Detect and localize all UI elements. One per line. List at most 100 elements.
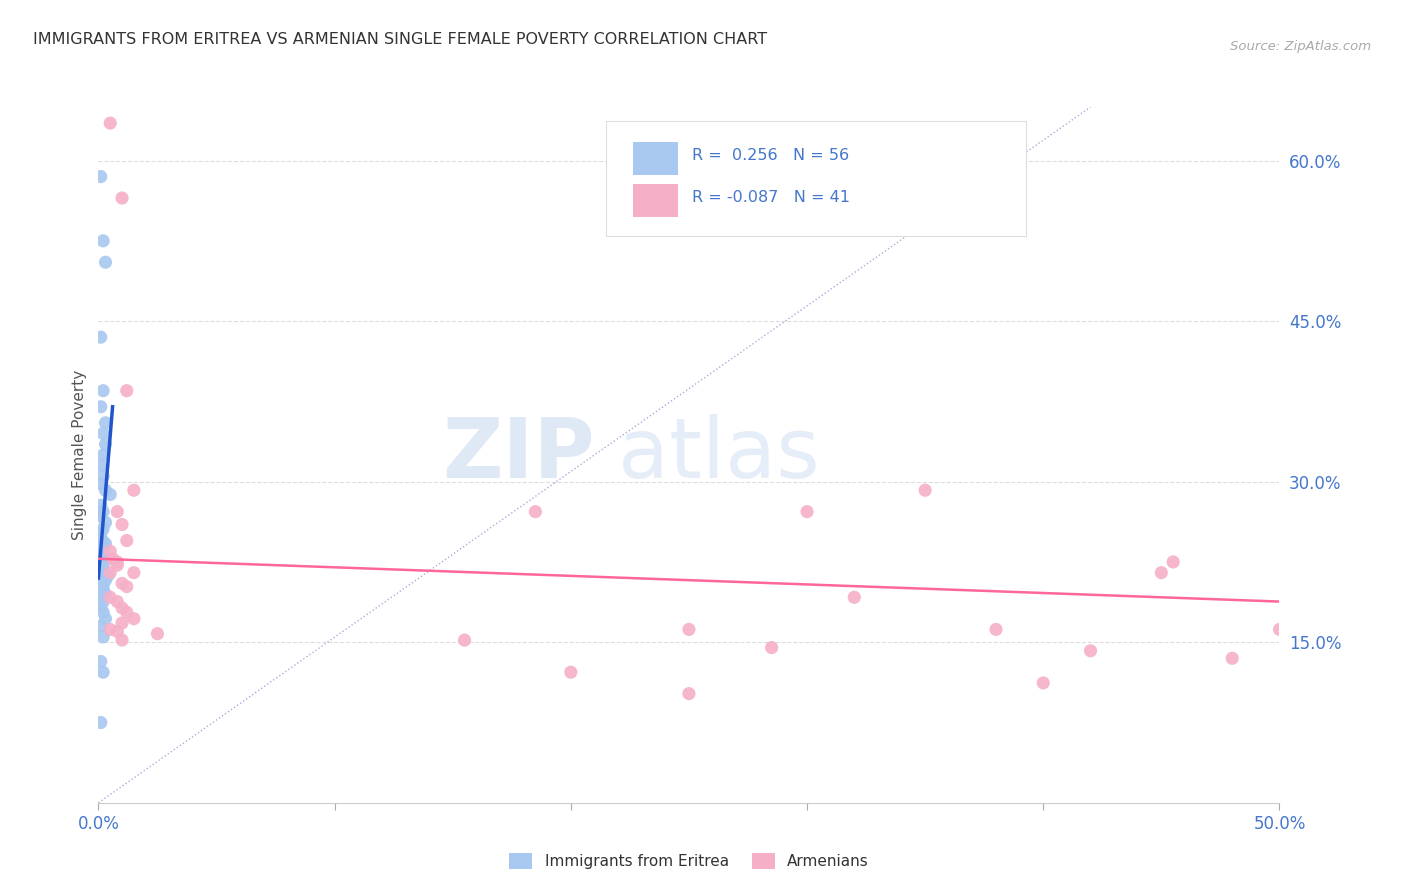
Point: [91, 448, 114, 462]
Text: IMMIGRANTS FROM ERITREA VS ARMENIAN SINGLE FEMALE POVERTY CORRELATION CHART: IMMIGRANTS FROM ERITREA VS ARMENIAN SING…: [34, 32, 768, 47]
Point: [91, 566, 114, 580]
Text: R = -0.087   N = 41: R = -0.087 N = 41: [693, 190, 851, 205]
Point: [115, 384, 138, 398]
Point: [524, 505, 547, 519]
Point: [90, 400, 112, 414]
Point: [90, 498, 112, 512]
Point: [91, 505, 114, 519]
Point: [98, 116, 121, 130]
Point: [98, 623, 121, 637]
Point: [105, 558, 128, 573]
Point: [94, 483, 117, 498]
Text: atlas: atlas: [619, 415, 820, 495]
Point: [91, 558, 114, 573]
Point: [1032, 676, 1054, 690]
Point: [94, 537, 117, 551]
Point: [90, 476, 112, 491]
Point: [94, 437, 117, 451]
Point: [1080, 644, 1102, 658]
Point: [101, 551, 124, 566]
Point: [91, 426, 114, 441]
Point: [111, 633, 134, 648]
Point: [94, 573, 117, 587]
Point: [115, 605, 138, 619]
Point: [90, 508, 112, 523]
FancyBboxPatch shape: [606, 121, 1025, 235]
Point: [796, 505, 818, 519]
Point: [761, 640, 783, 655]
Text: Source: ZipAtlas.com: Source: ZipAtlas.com: [1230, 40, 1371, 54]
Point: [94, 587, 117, 601]
Point: [115, 533, 138, 548]
Point: [122, 612, 145, 626]
Point: [90, 533, 112, 548]
Point: [90, 458, 112, 473]
Point: [844, 591, 866, 605]
Y-axis label: Single Female Poverty: Single Female Poverty: [72, 370, 87, 540]
Point: [91, 522, 114, 536]
FancyBboxPatch shape: [634, 143, 678, 175]
Point: [111, 191, 134, 205]
Point: [678, 623, 700, 637]
Point: [105, 555, 128, 569]
Point: [91, 234, 114, 248]
Point: [111, 615, 134, 630]
Point: [146, 626, 169, 640]
Point: [98, 487, 121, 501]
Text: R =  0.256   N = 56: R = 0.256 N = 56: [693, 148, 849, 163]
Point: [91, 571, 114, 585]
Point: [105, 624, 128, 639]
Point: [91, 534, 114, 549]
Point: [91, 541, 114, 555]
Point: [122, 483, 145, 498]
Point: [90, 544, 112, 558]
Point: [1150, 566, 1173, 580]
Point: [91, 384, 114, 398]
Point: [678, 687, 700, 701]
Point: [91, 594, 114, 608]
Point: [97, 569, 120, 583]
Point: [90, 599, 112, 614]
Point: [914, 483, 936, 498]
Point: [91, 469, 114, 483]
FancyBboxPatch shape: [634, 184, 678, 217]
Point: [90, 566, 112, 580]
Point: [1268, 623, 1291, 637]
Point: [91, 605, 114, 619]
Point: [91, 583, 114, 598]
Point: [94, 612, 117, 626]
Point: [105, 594, 128, 608]
Point: [91, 548, 114, 562]
Point: [94, 551, 117, 566]
Point: [111, 517, 134, 532]
Point: [98, 544, 121, 558]
Point: [111, 601, 134, 615]
Point: [1220, 651, 1243, 665]
Point: [90, 560, 112, 574]
Point: [560, 665, 582, 680]
Point: [90, 576, 112, 591]
Point: [91, 630, 114, 644]
Point: [94, 255, 117, 269]
Point: [91, 580, 114, 594]
Point: [90, 569, 112, 583]
Point: [94, 416, 117, 430]
Point: [90, 582, 112, 596]
Point: [1161, 555, 1184, 569]
Point: [94, 516, 117, 530]
Point: [90, 526, 112, 541]
Point: [105, 505, 128, 519]
Point: [90, 330, 112, 344]
Legend: Immigrants from Eritrea, Armenians: Immigrants from Eritrea, Armenians: [503, 847, 875, 875]
Point: [115, 580, 138, 594]
Point: [98, 566, 121, 580]
Point: [90, 715, 112, 730]
Point: [453, 633, 475, 648]
Point: [91, 665, 114, 680]
Point: [90, 556, 112, 570]
Text: ZIP: ZIP: [441, 415, 595, 495]
Point: [122, 566, 145, 580]
Point: [111, 576, 134, 591]
Point: [90, 655, 112, 669]
Point: [984, 623, 1007, 637]
